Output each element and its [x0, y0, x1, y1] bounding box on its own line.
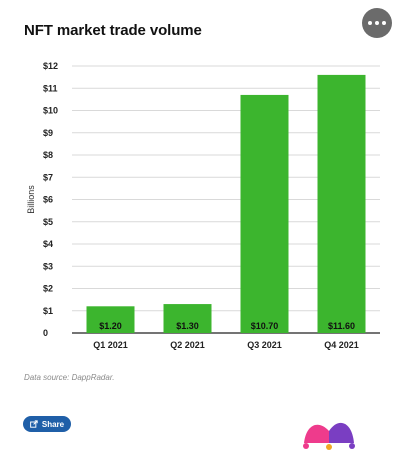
bar-data-label: $1.20: [99, 321, 122, 331]
y-tick-label: $8: [43, 150, 53, 160]
share-icon: [30, 420, 38, 428]
bar-chart: 0 $1 $2 $3 $4 $5 $6 $7 $8 $9 $10 $11 $12 Billions $1.2…: [26, 61, 380, 350]
x-tick-label: Q4 2021: [324, 340, 359, 350]
y-tick-label: $11: [43, 83, 58, 93]
bar-data-label: $11.60: [328, 321, 355, 331]
y-tick-label: 0: [43, 328, 48, 338]
y-axis-label: Billions: [26, 185, 36, 214]
y-tick-label: $3: [43, 261, 53, 271]
y-tick-label: $5: [43, 217, 53, 227]
bar: [163, 304, 212, 333]
x-tick-label: Q3 2021: [247, 340, 282, 350]
x-tick-label: Q1 2021: [93, 340, 128, 350]
bar-data-label: $10.70: [251, 321, 279, 331]
y-tick-label: $4: [43, 239, 53, 249]
y-tick-label: $9: [43, 128, 53, 138]
more-options-button[interactable]: [362, 8, 392, 38]
x-tick-label: Q2 2021: [170, 340, 205, 350]
y-tick-label: $7: [43, 172, 53, 182]
y-tick-label: $1: [43, 306, 53, 316]
y-tick-label: $10: [43, 106, 58, 116]
more-dot: [375, 21, 379, 25]
y-tick-label: $2: [43, 284, 53, 294]
bar-data-label: $1.30: [176, 321, 199, 331]
share-button[interactable]: Share: [23, 416, 71, 432]
bar: [317, 74, 366, 334]
y-tick-label: $6: [43, 195, 53, 205]
chart-title: NFT market trade volume: [24, 22, 202, 39]
y-tick-label: $12: [43, 61, 58, 71]
data-source-note: Data source: DappRadar.: [24, 373, 115, 382]
brand-logo: [303, 422, 355, 450]
share-label: Share: [41, 419, 65, 429]
bar: [86, 306, 135, 333]
more-dot: [382, 21, 386, 25]
bar: [240, 94, 289, 333]
more-dots-icon: [368, 21, 372, 25]
